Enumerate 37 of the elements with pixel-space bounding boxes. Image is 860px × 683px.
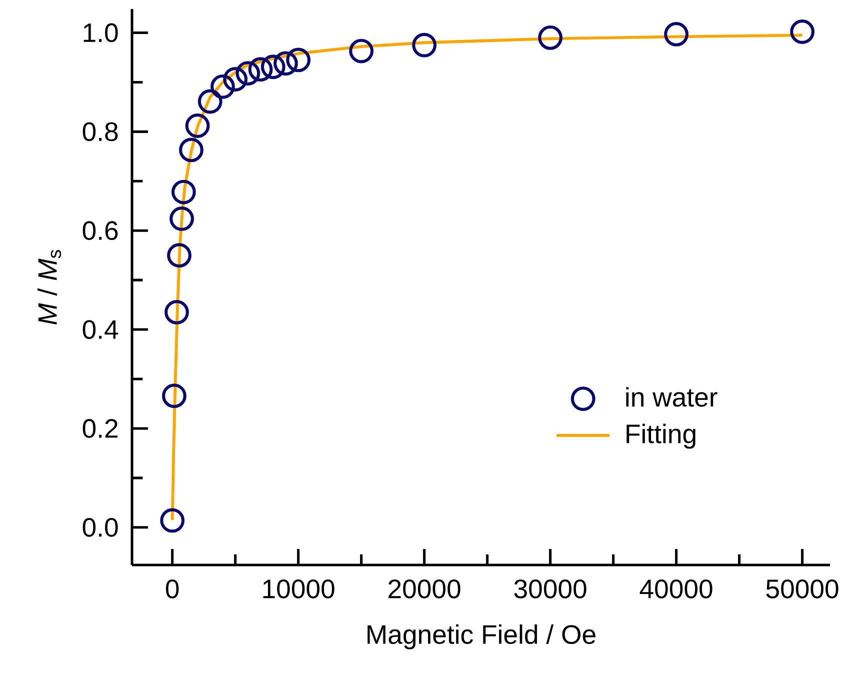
point — [171, 180, 196, 204]
x-tick-label: 0 — [166, 580, 179, 598]
point — [236, 61, 260, 86]
x-tick-label: 30000 — [514, 580, 586, 598]
point — [248, 57, 273, 82]
point — [164, 300, 189, 324]
point — [286, 48, 311, 72]
legend-label: in water — [626, 387, 718, 407]
point — [170, 206, 194, 231]
x-tick-label: 20000 — [388, 580, 460, 598]
y-tick-label: 0.6 — [82, 221, 118, 240]
x-tick-label: 50000 — [766, 580, 838, 598]
y-axis-title: M / M$_{s}$ — [37, 250, 62, 325]
y-tick-label: 0.8 — [82, 122, 118, 142]
x-tick-label: 10000 — [263, 580, 334, 598]
point — [162, 384, 186, 408]
legend-label: Fitting — [626, 424, 696, 449]
y-tick-label: 0.4 — [82, 320, 118, 339]
point — [198, 89, 222, 114]
y-tick-label: 1.0 — [84, 23, 118, 42]
point — [664, 22, 688, 46]
y-tick-label: 0.2 — [82, 419, 118, 438]
point — [160, 508, 185, 533]
point — [185, 114, 210, 138]
point — [274, 51, 298, 76]
point — [223, 67, 248, 92]
point — [790, 20, 814, 44]
point — [179, 138, 204, 162]
y-tick-label: 0.0 — [82, 518, 118, 537]
point — [349, 38, 374, 64]
point — [412, 32, 437, 58]
x-tick-label: 40000 — [640, 580, 712, 598]
x-axis-title: Magnetic Field / Oe — [368, 624, 596, 650]
point — [260, 54, 286, 80]
point — [538, 25, 563, 50]
point — [210, 74, 235, 99]
point — [167, 243, 192, 268]
